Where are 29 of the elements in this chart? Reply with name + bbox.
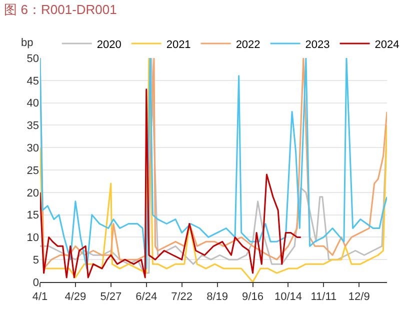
line-series <box>40 88 302 278</box>
legend-label: 2021 <box>166 38 191 51</box>
y-axis-title: bp <box>21 37 34 49</box>
x-tick-label: 6/24 <box>136 291 158 304</box>
y-tick-label: 5 <box>32 254 39 266</box>
x-tick-label: 11/11 <box>310 291 337 304</box>
y-tick-label: 45 <box>26 75 39 88</box>
legend-label: 2023 <box>305 38 330 51</box>
x-tick-label: 7/22 <box>171 291 193 304</box>
y-tick-label: 20 <box>26 187 39 200</box>
y-tick-label: 30 <box>26 142 39 154</box>
chart-title: 图 6：R001-DR001 <box>4 2 117 18</box>
x-tick-label: 9/16 <box>242 291 264 304</box>
y-tick-label: 50 <box>26 52 39 65</box>
x-tick-label: 4/1 <box>32 291 48 304</box>
x-tick-label: 12/9 <box>348 291 370 304</box>
legend-label: 2020 <box>96 38 122 51</box>
x-tick-label: 8/19 <box>206 291 228 304</box>
y-tick-label: 35 <box>26 120 39 132</box>
y-tick-label: 15 <box>26 210 39 222</box>
y-tick-label: 10 <box>26 232 39 244</box>
legend-label: 2024 <box>374 38 400 51</box>
x-tick-label: 5/27 <box>100 291 122 304</box>
y-tick-label: 40 <box>26 98 39 110</box>
legend-label: 2022 <box>236 38 260 51</box>
x-tick-label: 4/29 <box>64 291 86 304</box>
x-tick-label: 10/14 <box>274 291 302 304</box>
y-tick-label: 25 <box>26 164 39 177</box>
y-tick-label: 0 <box>32 276 39 289</box>
